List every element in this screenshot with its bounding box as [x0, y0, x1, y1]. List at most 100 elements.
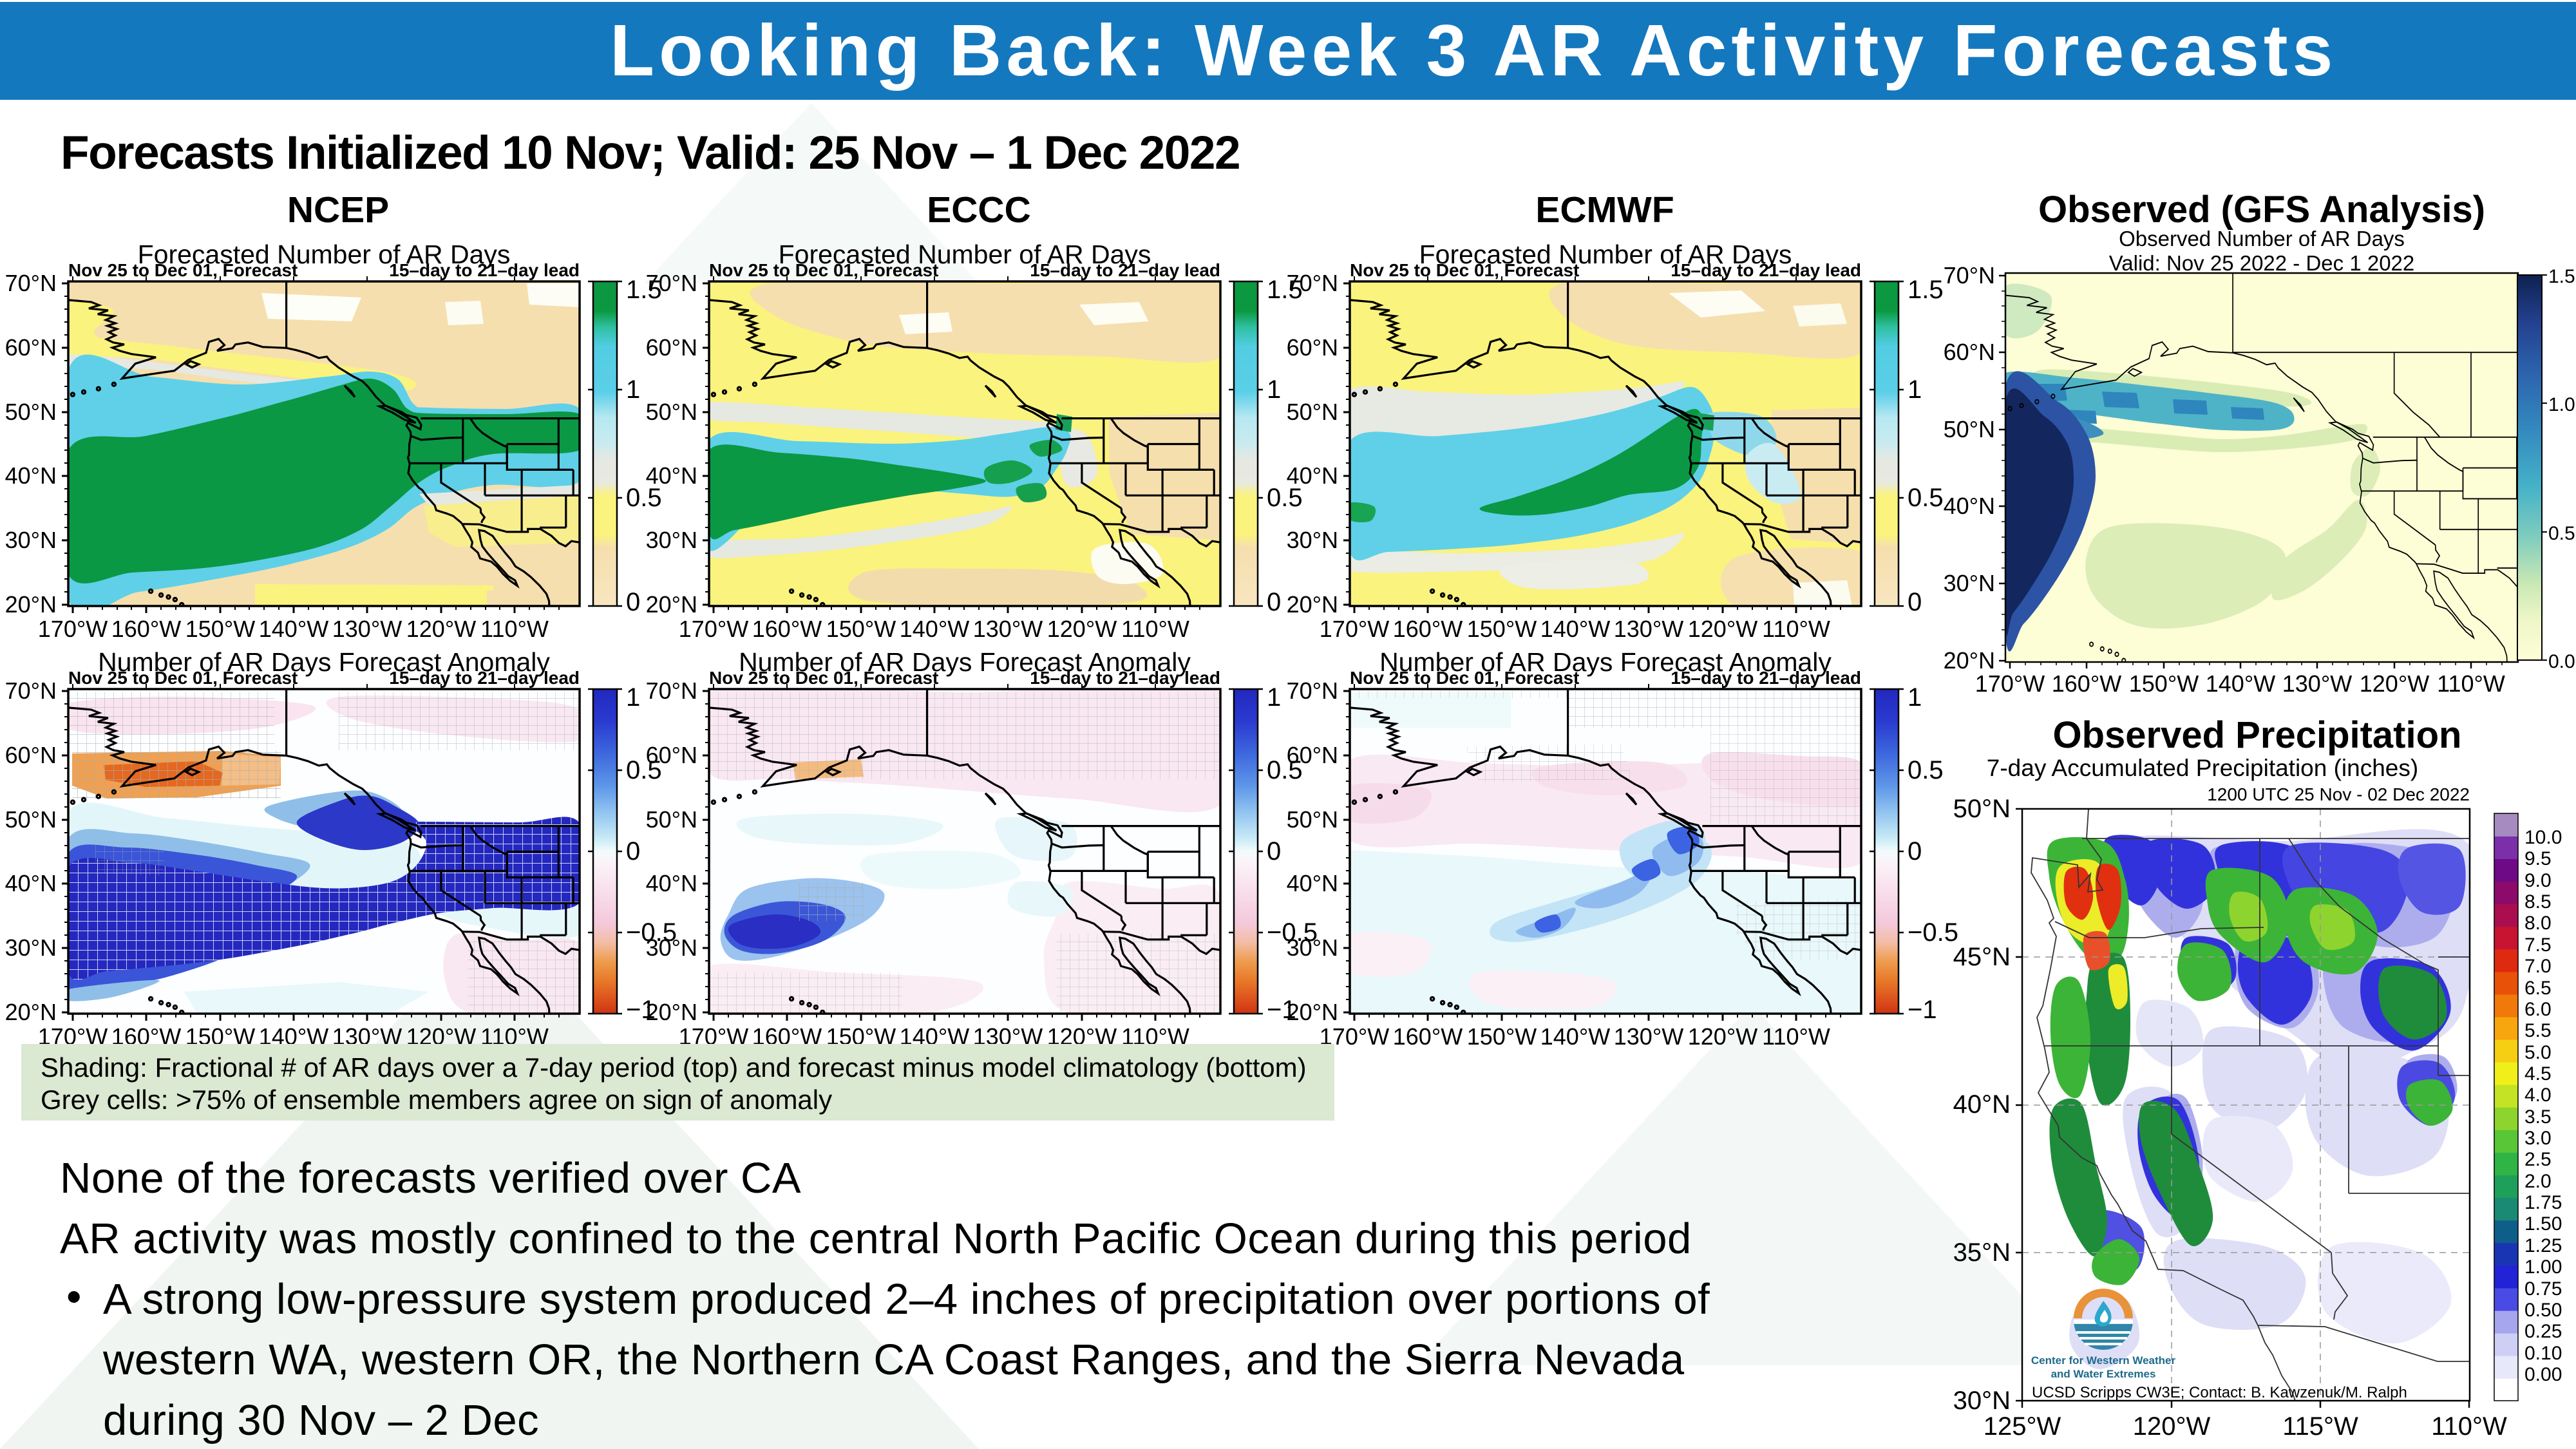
svg-text:1: 1: [1908, 683, 1922, 712]
svg-text:50°N: 50°N: [1287, 806, 1338, 833]
svg-text:2.0: 2.0: [2524, 1171, 2552, 1192]
svg-text:−0.5: −0.5: [1908, 918, 1958, 947]
svg-text:60°N: 60°N: [5, 334, 57, 361]
svg-text:70°N: 70°N: [5, 270, 57, 296]
svg-text:0: 0: [626, 588, 640, 616]
svg-text:0.25: 0.25: [2524, 1321, 2562, 1342]
svg-text:140°W: 140°W: [2206, 670, 2275, 697]
svg-text:6.5: 6.5: [2524, 978, 2552, 999]
svg-text:120°W: 120°W: [406, 616, 476, 642]
svg-text:5.5: 5.5: [2524, 1020, 2552, 1041]
svg-text:10.0: 10.0: [2524, 827, 2562, 848]
svg-text:−0.5: −0.5: [626, 918, 677, 947]
svg-text:40°N: 40°N: [1953, 1090, 2011, 1119]
svg-text:0.00: 0.00: [2524, 1364, 2562, 1385]
svg-text:60°N: 60°N: [1944, 339, 1995, 365]
svg-text:130°W: 130°W: [1614, 616, 1683, 642]
svg-text:0.5: 0.5: [626, 756, 662, 784]
svg-text:140°W: 140°W: [1540, 1023, 1610, 1050]
svg-text:and Water Extremes: and Water Extremes: [2051, 1368, 2156, 1380]
svg-text:1.5: 1.5: [1267, 276, 1303, 304]
svg-text:50°N: 50°N: [1287, 399, 1338, 425]
svg-text:40°N: 40°N: [1944, 493, 1995, 519]
svg-text:1.0: 1.0: [2548, 394, 2575, 415]
svg-text:130°W: 130°W: [1614, 1023, 1683, 1050]
svg-text:0: 0: [1267, 588, 1281, 616]
svg-text:5.0: 5.0: [2524, 1042, 2552, 1063]
svg-text:UCSD Scripps CW3E; Contact: B.: UCSD Scripps CW3E; Contact: B. Kawzenuk/…: [2032, 1384, 2407, 1401]
svg-text:70°N: 70°N: [1944, 262, 1995, 289]
svg-text:170°W: 170°W: [1320, 616, 1389, 642]
svg-text:1.5: 1.5: [626, 276, 662, 304]
svg-text:170°W: 170°W: [679, 616, 748, 642]
svg-text:30°N: 30°N: [1287, 527, 1338, 553]
svg-text:0: 0: [626, 837, 640, 866]
svg-text:110°W: 110°W: [2437, 670, 2505, 697]
svg-text:150°W: 150°W: [185, 616, 255, 642]
svg-text:160°W: 160°W: [752, 616, 822, 642]
svg-text:40°N: 40°N: [5, 870, 57, 896]
svg-text:4.5: 4.5: [2524, 1063, 2552, 1084]
svg-text:30°N: 30°N: [1287, 934, 1338, 961]
svg-text:0: 0: [1908, 837, 1922, 866]
svg-text:0.5: 0.5: [1908, 484, 1944, 512]
svg-text:0.5: 0.5: [1908, 756, 1944, 784]
svg-text:160°W: 160°W: [111, 616, 181, 642]
svg-text:0.5: 0.5: [1267, 484, 1303, 512]
svg-text:9.5: 9.5: [2524, 848, 2552, 869]
svg-text:150°W: 150°W: [826, 616, 896, 642]
svg-text:0.5: 0.5: [626, 484, 662, 512]
svg-text:60°N: 60°N: [646, 742, 697, 768]
svg-text:1.50: 1.50: [2524, 1213, 2562, 1235]
svg-text:0.5: 0.5: [1267, 756, 1303, 784]
svg-text:1.5: 1.5: [2548, 266, 2575, 287]
svg-text:20°N: 20°N: [646, 999, 697, 1025]
svg-text:50°N: 50°N: [646, 399, 697, 425]
svg-text:160°W: 160°W: [1393, 616, 1463, 642]
svg-text:160°W: 160°W: [1393, 1023, 1463, 1050]
svg-text:115°W: 115°W: [2282, 1412, 2358, 1441]
svg-text:40°N: 40°N: [1287, 870, 1338, 896]
svg-text:120°W: 120°W: [2360, 670, 2429, 697]
svg-text:9.0: 9.0: [2524, 870, 2552, 891]
svg-text:110°W: 110°W: [1762, 1023, 1830, 1050]
svg-text:140°W: 140°W: [1540, 616, 1610, 642]
svg-text:8.5: 8.5: [2524, 891, 2552, 913]
svg-text:3.5: 3.5: [2524, 1106, 2552, 1128]
svg-text:20°N: 20°N: [646, 591, 697, 618]
svg-text:125°W: 125°W: [1984, 1412, 2061, 1441]
svg-text:30°N: 30°N: [1944, 570, 1995, 596]
svg-text:70°N: 70°N: [5, 677, 57, 704]
svg-text:110°W: 110°W: [2431, 1412, 2507, 1441]
svg-text:0: 0: [1908, 588, 1922, 616]
svg-text:−1: −1: [1908, 996, 1937, 1024]
svg-text:130°W: 130°W: [973, 616, 1043, 642]
svg-text:0: 0: [1267, 837, 1281, 866]
svg-text:35°N: 35°N: [1953, 1238, 2011, 1267]
svg-text:30°N: 30°N: [646, 527, 697, 553]
svg-text:4.0: 4.0: [2524, 1084, 2552, 1106]
svg-text:140°W: 140°W: [900, 616, 969, 642]
svg-text:40°N: 40°N: [646, 870, 697, 896]
svg-text:1: 1: [626, 683, 640, 712]
svg-text:1.25: 1.25: [2524, 1235, 2562, 1256]
svg-text:170°W: 170°W: [1975, 670, 2045, 697]
svg-text:3.0: 3.0: [2524, 1128, 2552, 1149]
svg-text:70°N: 70°N: [646, 270, 697, 296]
svg-text:20°N: 20°N: [5, 591, 57, 618]
svg-text:120°W: 120°W: [1047, 616, 1117, 642]
svg-text:120°W: 120°W: [1688, 1023, 1757, 1050]
svg-text:40°N: 40°N: [1287, 462, 1338, 489]
svg-text:40°N: 40°N: [646, 462, 697, 489]
svg-text:1: 1: [626, 375, 640, 404]
svg-text:70°N: 70°N: [1287, 270, 1338, 296]
svg-text:70°N: 70°N: [1287, 677, 1338, 704]
svg-text:20°N: 20°N: [1287, 591, 1338, 618]
svg-text:140°W: 140°W: [259, 616, 328, 642]
svg-text:45°N: 45°N: [1953, 943, 2011, 971]
svg-text:0.50: 0.50: [2524, 1300, 2562, 1321]
svg-text:40°N: 40°N: [5, 462, 57, 489]
svg-text:110°W: 110°W: [480, 616, 549, 642]
svg-text:1.75: 1.75: [2524, 1192, 2562, 1213]
svg-text:160°W: 160°W: [2052, 670, 2121, 697]
